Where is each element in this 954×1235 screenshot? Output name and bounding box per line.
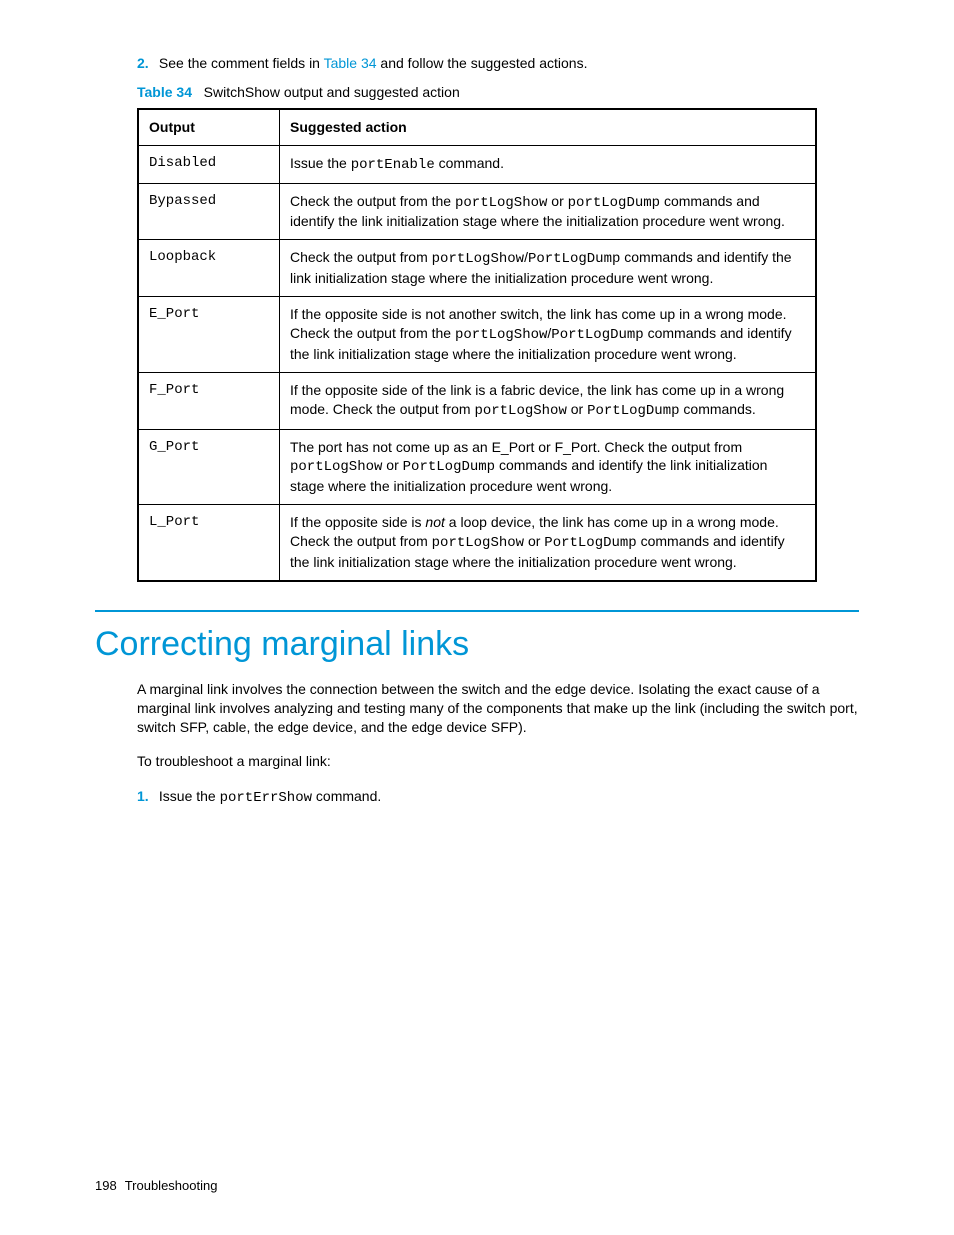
output-cell: F_Port [138, 372, 280, 429]
action-cell: If the opposite side is not a loop devic… [280, 505, 817, 581]
header-output: Output [138, 109, 280, 145]
output-cell: E_Port [138, 297, 280, 373]
chapter-name: Troubleshooting [125, 1178, 218, 1193]
action-cell: Check the output from portLogShow/PortLo… [280, 240, 817, 297]
header-action: Suggested action [280, 109, 817, 145]
action-cell: Issue the portEnable command. [280, 145, 817, 183]
output-cell: Bypassed [138, 183, 280, 240]
output-cell: L_Port [138, 505, 280, 581]
step-2: 2. See the comment fields in Table 34 an… [137, 54, 859, 73]
step-number: 2. [137, 54, 155, 73]
table-row: F_Port If the opposite side of the link … [138, 372, 816, 429]
table-row: L_Port If the opposite side is not a loo… [138, 505, 816, 581]
step-1: 1. Issue the portErrShow command. [137, 787, 859, 808]
action-cell: If the opposite side of the link is a fa… [280, 372, 817, 429]
table-caption: Table 34 SwitchShow output and suggested… [137, 83, 859, 102]
page-footer: 198 Troubleshooting [95, 1177, 217, 1195]
table-header-row: Output Suggested action [138, 109, 816, 145]
table-row: Loopback Check the output from portLogSh… [138, 240, 816, 297]
body-paragraph-1: A marginal link involves the connection … [137, 680, 859, 737]
output-cell: Disabled [138, 145, 280, 183]
action-cell: If the opposite side is not another swit… [280, 297, 817, 373]
table-row: G_Port The port has not come up as an E_… [138, 429, 816, 505]
table-row: Bypassed Check the output from the portL… [138, 183, 816, 240]
switchshow-table: Output Suggested action Disabled Issue t… [137, 108, 817, 582]
caption-title: SwitchShow output and suggested action [204, 84, 460, 100]
output-cell: G_Port [138, 429, 280, 505]
step-text-b: and follow the suggested actions. [377, 55, 588, 71]
section-heading: Correcting marginal links [95, 622, 859, 668]
section-divider [95, 610, 859, 612]
caption-label: Table 34 [137, 84, 192, 100]
action-cell: The port has not come up as an E_Port or… [280, 429, 817, 505]
output-cell: Loopback [138, 240, 280, 297]
table-row: E_Port If the opposite side is not anoth… [138, 297, 816, 373]
action-cell: Check the output from the portLogShow or… [280, 183, 817, 240]
page-number: 198 [95, 1178, 117, 1193]
step-number: 1. [137, 787, 155, 806]
table-34-link[interactable]: Table 34 [324, 55, 377, 71]
body-paragraph-2: To troubleshoot a marginal link: [137, 752, 859, 771]
step-text-a: See the comment fields in [159, 55, 324, 71]
table-row: Disabled Issue the portEnable command. [138, 145, 816, 183]
